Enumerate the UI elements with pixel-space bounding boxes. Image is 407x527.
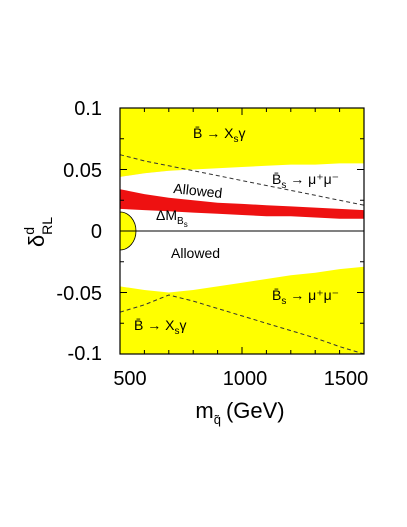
allowed-region: [120, 163, 364, 293]
label-bsgamma-top-sub: s: [233, 134, 238, 145]
label-bsgamma-top: B̄ → Xsγ: [193, 125, 245, 145]
label-bsmumu-top-main: B̄: [272, 171, 281, 187]
delta-mbs-region: [120, 189, 364, 219]
label-bsmumu-bottom: B̄s → μ⁺μ⁻: [272, 287, 339, 307]
label-bsmumu-bottom-sub: s: [281, 296, 286, 307]
axis-ticks: [119, 107, 365, 355]
x-axis-label: mq̃ (GeV): [195, 398, 284, 427]
label-bsmumu-top-sub: s: [281, 180, 286, 191]
label-delta-mbs-sub: B: [177, 216, 184, 227]
y-tick-label-2: 0: [91, 221, 102, 243]
x-tick-label-1: 1000: [223, 368, 268, 390]
y-axis-label-sup: d: [21, 227, 37, 235]
label-bsgamma-top-tail: γ: [238, 125, 245, 141]
label-delta-mbs-main: ΔM: [156, 207, 177, 223]
label-bsmumu-bottom-main: B̄: [272, 287, 281, 303]
x-tick-label-2: 1500: [324, 368, 369, 390]
y-axis-label-main: δ: [24, 235, 49, 247]
x-axis-label-main: m: [195, 398, 213, 423]
label-bsgamma-bottom-main: B̄ → X: [134, 317, 175, 333]
label-bsgamma-bottom-tail: γ: [179, 317, 186, 333]
label-allowed-top: Allowed: [173, 180, 223, 201]
bsgamma-boundary-bottom: [119, 294, 365, 355]
label-delta-mbs: ΔMBs: [156, 207, 188, 229]
y-tick-label-0: 0.1: [74, 98, 102, 120]
y-tick-label-4: -0.1: [68, 343, 102, 365]
tick-labels: 0.1 0.05 0 -0.05 -0.1 500 1000 1500: [56, 98, 368, 390]
y-axis-label: δd RL: [21, 217, 55, 247]
y-tick-label-3: -0.05: [56, 283, 102, 305]
y-axis-label-sub: RL: [39, 217, 55, 235]
label-bsgamma-bottom: B̄ → Xsγ: [134, 317, 186, 337]
label-bsgamma-bottom-sub: s: [174, 326, 179, 337]
label-bsmumu-top-tail: → μ⁺μ⁻: [286, 171, 339, 187]
y-tick-label-1: 0.05: [63, 160, 102, 182]
label-allowed-bottom: Allowed: [171, 245, 220, 261]
x-axis-label-sub: q̃: [214, 412, 221, 427]
x-axis-label-unit: (GeV): [226, 398, 285, 423]
label-bsmumu-bottom-tail: → μ⁺μ⁻: [286, 287, 339, 303]
x-tick-label-0: 500: [113, 368, 146, 390]
label-delta-mbs-subsub: s: [184, 220, 188, 229]
label-bsmumu-top: B̄s → μ⁺μ⁻: [272, 171, 339, 191]
label-bsgamma-top-main: B̄ → X: [193, 125, 234, 141]
